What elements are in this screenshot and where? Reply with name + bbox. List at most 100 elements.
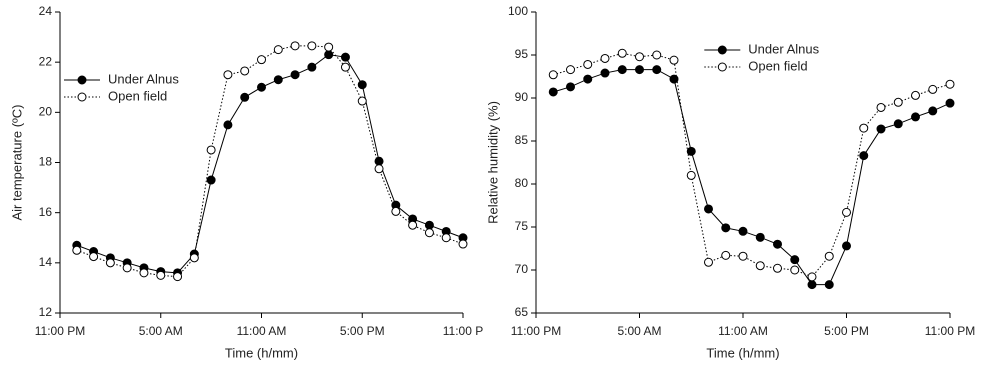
series-line <box>76 54 464 274</box>
data-point <box>945 98 955 108</box>
y-axis-label: Relative humidity (%) <box>485 101 500 224</box>
data-point <box>773 263 782 273</box>
data-point <box>738 251 748 261</box>
data-point <box>240 66 250 76</box>
data-point <box>290 70 300 80</box>
data-point <box>424 228 434 238</box>
data-point <box>617 48 627 58</box>
data-point <box>206 145 216 155</box>
data-point <box>635 52 644 62</box>
data-point <box>257 82 266 92</box>
data-point <box>635 65 644 75</box>
y-tick-label: 65 <box>515 305 529 319</box>
data-point <box>424 220 434 230</box>
legend-label: Under Alnus <box>108 71 179 86</box>
data-point <box>324 42 334 52</box>
data-point <box>257 55 266 65</box>
y-tick-label: 22 <box>39 54 53 68</box>
data-point <box>893 119 903 129</box>
data-point <box>928 84 938 94</box>
x-tick-label: 11:00 AM <box>718 324 768 338</box>
data-point <box>669 55 679 65</box>
x-tick-label: 11:00 P <box>443 324 483 338</box>
y-tick-label: 85 <box>515 133 529 147</box>
data-point <box>458 239 468 249</box>
data-point <box>441 233 451 243</box>
x-tick-label: 11:00 PM <box>925 324 975 338</box>
y-tick-label: 14 <box>39 255 53 269</box>
x-tick-label: 5:00 PM <box>340 324 385 338</box>
data-point <box>206 175 216 185</box>
series-line <box>553 52 951 278</box>
data-point <box>842 241 851 251</box>
data-point <box>911 90 920 100</box>
y-tick-label: 70 <box>515 262 529 276</box>
data-point <box>340 52 350 62</box>
y-tick-label: 20 <box>39 105 53 119</box>
data-point <box>755 232 765 242</box>
legend-marker <box>77 92 87 102</box>
data-point <box>911 112 920 122</box>
legend-marker <box>717 62 727 72</box>
data-point <box>240 92 250 102</box>
y-tick-label: 12 <box>39 305 53 319</box>
data-point <box>669 74 679 84</box>
data-point <box>273 45 283 55</box>
data-point <box>807 272 817 282</box>
y-tick-label: 16 <box>39 205 53 219</box>
data-point <box>704 204 713 214</box>
data-point <box>686 146 696 156</box>
data-point <box>824 280 834 290</box>
legend-label: Under Alnus <box>748 41 819 56</box>
data-point <box>600 53 610 63</box>
data-point <box>652 65 662 75</box>
data-point <box>842 207 851 217</box>
data-point <box>704 257 713 267</box>
data-point <box>859 151 869 161</box>
data-point <box>340 62 350 72</box>
data-point <box>290 41 300 51</box>
data-point <box>928 106 938 116</box>
data-point <box>583 74 593 84</box>
x-axis-label: Time (h/mm) <box>706 345 779 360</box>
data-point <box>374 164 384 174</box>
x-axis-label: Time (h/mm) <box>225 345 298 360</box>
data-point <box>391 206 401 216</box>
data-point <box>617 65 627 75</box>
data-point <box>790 265 800 275</box>
x-tick-label: 11:00 PM <box>511 324 561 338</box>
x-tick-label: 11:00 AM <box>237 324 287 338</box>
data-point <box>223 70 233 80</box>
data-point <box>548 87 558 97</box>
data-point <box>600 68 610 78</box>
data-point <box>583 59 593 69</box>
data-point <box>721 223 731 233</box>
data-point <box>686 170 696 180</box>
data-point <box>223 120 233 130</box>
y-tick-label: 90 <box>515 90 529 104</box>
y-tick-label: 75 <box>515 219 529 233</box>
y-tick-label: 95 <box>515 47 529 61</box>
data-point <box>105 258 115 268</box>
y-tick-label: 80 <box>515 176 529 190</box>
data-point <box>790 255 800 265</box>
x-tick-label: 5:00 AM <box>139 324 183 338</box>
data-point <box>122 263 132 273</box>
data-point <box>876 102 886 112</box>
data-point <box>156 270 166 280</box>
data-point <box>307 41 317 51</box>
data-point <box>566 65 575 75</box>
data-point <box>173 272 183 282</box>
data-point <box>807 280 817 290</box>
data-point <box>307 62 317 72</box>
data-point <box>139 268 149 278</box>
data-point <box>566 82 575 92</box>
data-point <box>324 50 334 60</box>
x-tick-label: 5:00 PM <box>824 324 869 338</box>
data-point <box>945 79 955 89</box>
data-point <box>859 123 869 133</box>
y-tick-label: 24 <box>39 4 53 18</box>
data-point <box>755 261 765 271</box>
legend-marker <box>77 75 87 85</box>
